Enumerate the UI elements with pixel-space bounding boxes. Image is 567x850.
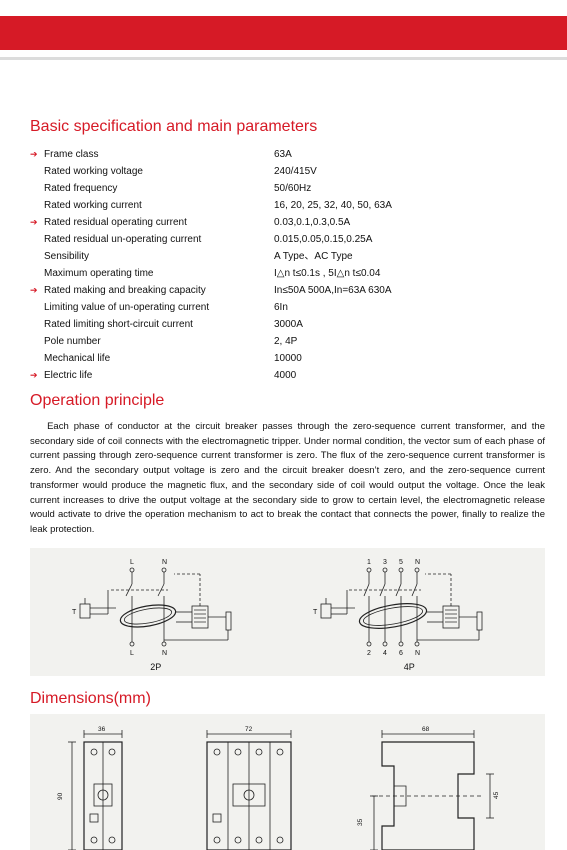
circuit-2p-svg: L N L (66, 554, 246, 660)
spec-value: 6In (274, 299, 545, 316)
spec-arrow-icon (30, 197, 44, 198)
spec-row: Rated limiting short-circuit current3000… (30, 316, 545, 333)
svg-text:N: N (415, 559, 420, 566)
svg-text:4: 4 (383, 650, 387, 657)
spec-table: ➔Frame class63ARated working voltage240/… (30, 146, 545, 384)
spec-arrow-icon (30, 180, 44, 181)
dim-4p-front: 72 (183, 722, 313, 850)
dim-side: 68 35 45 48.5 (352, 722, 522, 850)
spec-row: Pole number2, 4P (30, 333, 545, 350)
svg-text:3: 3 (383, 559, 387, 566)
spec-label: Frame class (44, 146, 274, 163)
spec-row: ➔Frame class63A (30, 146, 545, 163)
spec-arrow-icon: ➔ (30, 367, 44, 383)
spec-label: Mechanical life (44, 350, 274, 367)
spec-label: Rated frequency (44, 180, 274, 197)
spec-row: Maximum operating timeI△n t≤0.1s , 5I△n … (30, 265, 545, 282)
spec-label: Limiting value of un-operating current (44, 299, 274, 316)
spec-row: Rated working voltage240/415V (30, 163, 545, 180)
svg-text:90: 90 (57, 792, 64, 800)
circuit-diagram-band: L N L (30, 548, 545, 676)
spec-value: A Type、AC Type (274, 248, 545, 265)
svg-text:L: L (130, 650, 134, 657)
spec-value: In≤50A 500A,In=63A 630A (274, 282, 545, 299)
spec-arrow-icon (30, 163, 44, 164)
svg-text:68: 68 (422, 726, 430, 733)
dimensions-band: 36 90 72 (30, 714, 545, 850)
spec-arrow-icon (30, 316, 44, 317)
spec-value: I△n t≤0.1s , 5I△n t≤0.04 (274, 265, 545, 282)
svg-text:N: N (162, 650, 167, 657)
spec-heading: Basic specification and main parameters (30, 118, 545, 136)
circuit-2p: L N L (66, 554, 246, 672)
operation-heading: Operation principle (30, 392, 545, 410)
spec-label: Rated working current (44, 197, 274, 214)
svg-text:45: 45 (493, 791, 500, 799)
spec-label: Rated residual operating current (44, 214, 274, 231)
spec-row: Limiting value of un-operating current6I… (30, 299, 545, 316)
spec-arrow-icon: ➔ (30, 214, 44, 230)
svg-text:36: 36 (98, 726, 106, 733)
spec-value: 0.015,0.05,0.15,0.25A (274, 231, 545, 248)
svg-text:T: T (72, 609, 77, 616)
spec-value: 16, 20, 25, 32, 40, 50, 63A (274, 197, 545, 214)
spec-label: Rated working voltage (44, 163, 274, 180)
spec-label: Rated making and breaking capacity (44, 282, 274, 299)
spec-row: ➔Rated making and breaking capacityIn≤50… (30, 282, 545, 299)
spec-row: Rated residual un-operating current0.015… (30, 231, 545, 248)
spec-value: 0.03,0.1,0.3,0.5A (274, 214, 545, 231)
svg-text:1: 1 (367, 559, 371, 566)
svg-text:5: 5 (399, 559, 403, 566)
spec-row: ➔Electric life4000 (30, 367, 545, 384)
spec-label: Sensibility (44, 248, 274, 265)
spec-label: Electric life (44, 367, 274, 384)
spec-value: 240/415V (274, 163, 545, 180)
spec-label: Maximum operating time (44, 265, 274, 282)
svg-text:L: L (130, 559, 134, 566)
spec-arrow-icon (30, 231, 44, 232)
operation-text: Each phase of conductor at the circuit b… (30, 420, 545, 538)
spec-arrow-icon (30, 248, 44, 249)
circuit-4p: 1 3 5 N (309, 554, 509, 672)
spec-arrow-icon (30, 333, 44, 334)
spec-arrow-icon: ➔ (30, 146, 44, 162)
spec-arrow-icon (30, 265, 44, 266)
spec-label: Rated residual un-operating current (44, 231, 274, 248)
circuit-2p-caption: 2P (150, 662, 161, 672)
spec-value: 2, 4P (274, 333, 545, 350)
spec-row: Mechanical life10000 (30, 350, 545, 367)
spec-label: Pole number (44, 333, 274, 350)
svg-text:35: 35 (357, 818, 364, 826)
spec-value: 4000 (274, 367, 545, 384)
svg-text:6: 6 (399, 650, 403, 657)
header-bar (0, 16, 567, 50)
spec-arrow-icon (30, 350, 44, 351)
svg-text:N: N (415, 650, 420, 657)
svg-text:2: 2 (367, 650, 371, 657)
spec-row: ➔Rated residual operating current0.03,0.… (30, 214, 545, 231)
spec-row: Rated working current16, 20, 25, 32, 40,… (30, 197, 545, 214)
spec-label: Rated limiting short-circuit current (44, 316, 274, 333)
dimensions-heading: Dimensions(mm) (30, 690, 545, 708)
spec-row: Rated frequency50/60Hz (30, 180, 545, 197)
spec-arrow-icon (30, 299, 44, 300)
spec-value: 63A (274, 146, 545, 163)
circuit-4p-caption: 4P (404, 662, 415, 672)
spec-value: 10000 (274, 350, 545, 367)
spec-value: 50/60Hz (274, 180, 545, 197)
svg-text:72: 72 (245, 726, 253, 733)
content-area: Basic specification and main parameters … (30, 118, 545, 850)
spec-row: SensibilityA Type、AC Type (30, 248, 545, 265)
spec-arrow-icon: ➔ (30, 282, 44, 298)
circuit-4p-svg: 1 3 5 N (309, 554, 509, 660)
svg-text:N: N (162, 559, 167, 566)
dim-2p-front: 36 90 (54, 722, 144, 850)
spec-value: 3000A (274, 316, 545, 333)
svg-text:T: T (313, 609, 318, 616)
